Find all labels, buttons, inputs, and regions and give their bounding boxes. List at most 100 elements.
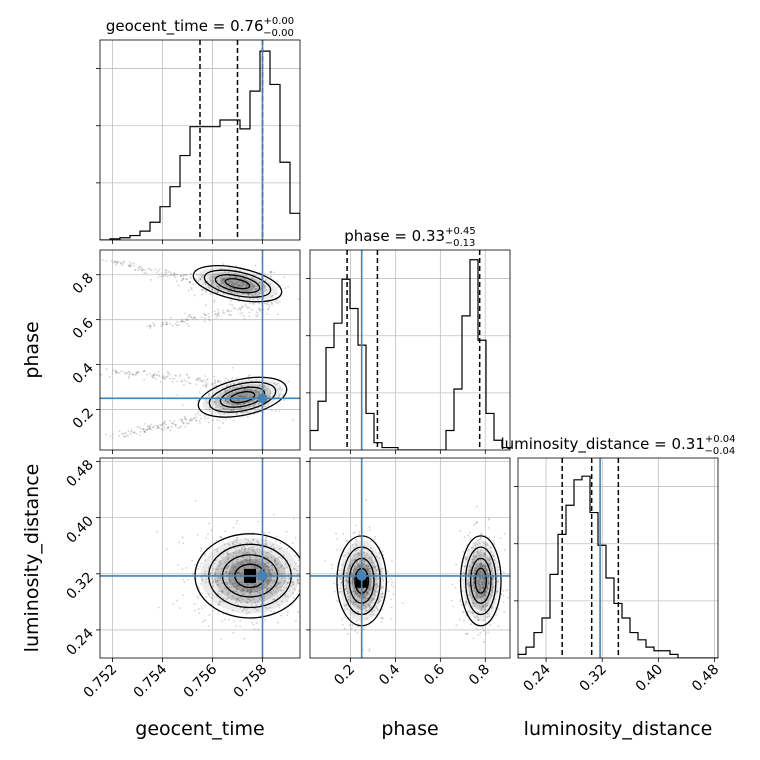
scatter-point	[225, 570, 228, 573]
scatter-point	[242, 416, 245, 418]
scatter-point	[302, 560, 304, 562]
scatter-point	[373, 614, 376, 617]
scatter-point	[240, 556, 243, 558]
scatter-point	[355, 549, 358, 552]
scatter-point	[122, 260, 125, 263]
scatter-point	[221, 582, 223, 585]
scatter-point	[264, 564, 267, 566]
scatter-point	[254, 567, 257, 569]
scatter-point	[357, 563, 360, 565]
scatter-point	[351, 582, 354, 585]
scatter-point	[237, 399, 240, 402]
scatter-point	[369, 614, 372, 616]
scatter-point	[253, 285, 256, 287]
scatter-point	[471, 584, 474, 587]
scatter-point	[158, 374, 161, 377]
scatter-point	[212, 568, 215, 571]
scatter-point	[169, 429, 172, 432]
scatter-point	[210, 382, 213, 385]
scatter-point	[259, 308, 261, 311]
scatter-point	[475, 576, 478, 579]
scatter-point	[248, 306, 251, 309]
scatter-point	[479, 586, 481, 589]
scatter-point	[469, 537, 472, 540]
scatter-point	[207, 625, 210, 628]
scatter-point	[239, 590, 242, 593]
scatter-point	[144, 269, 147, 271]
panel-border	[99, 39, 301, 241]
scatter-point	[243, 558, 246, 561]
scatter-point	[488, 557, 491, 560]
panel-title-geocent_time: geocent_time = 0.76+0.00 −0.00	[106, 16, 294, 39]
scatter-point	[265, 302, 268, 305]
scatter-point	[216, 285, 218, 288]
scatter-point	[233, 544, 235, 546]
scatter-point	[485, 565, 488, 567]
scatter-point	[266, 588, 269, 591]
scatter-point	[223, 288, 225, 290]
scatter-point	[191, 559, 194, 562]
y-tick-label: 0.8	[70, 270, 97, 297]
scatter-point	[135, 372, 138, 375]
scatter-point	[205, 578, 208, 581]
scatter-point	[146, 427, 149, 429]
scatter-point	[221, 279, 224, 282]
scatter-point	[244, 395, 247, 398]
scatter-point	[265, 581, 268, 584]
scatter-point	[268, 587, 271, 590]
scatter-point	[378, 597, 381, 600]
scatter-point	[369, 606, 371, 609]
scatter-point	[221, 620, 224, 623]
scatter-point	[259, 281, 262, 284]
scatter-point	[286, 595, 289, 598]
scatter-point	[493, 536, 496, 539]
scatter-point	[236, 539, 239, 542]
scatter-point	[180, 320, 183, 322]
y-tick-label: 0.24	[63, 625, 96, 658]
scatter-point	[346, 596, 349, 598]
scatter-point	[254, 567, 257, 570]
scatter-point	[182, 578, 185, 581]
scatter-point	[365, 568, 368, 570]
scatter-point	[270, 271, 273, 273]
scatter-point	[243, 637, 246, 640]
scatter-point	[212, 585, 215, 588]
scatter-point	[369, 547, 372, 550]
scatter-point	[194, 316, 196, 319]
scatter-point	[265, 289, 268, 292]
scatter-point	[228, 572, 231, 575]
scatter-point	[476, 615, 478, 618]
scatter-point	[221, 591, 224, 594]
scatter-point	[487, 580, 490, 583]
scatter-point	[212, 609, 215, 612]
scatter-point	[264, 568, 266, 571]
scatter-point	[365, 609, 368, 612]
scatter-point	[473, 524, 476, 526]
scatter-point	[189, 313, 192, 316]
scatter-point	[250, 308, 253, 311]
scatter-point	[216, 603, 219, 606]
scatter-point	[482, 580, 485, 583]
scatter-point	[200, 562, 203, 565]
scatter-point	[351, 603, 354, 606]
scatter-point	[500, 592, 503, 595]
scatter-point	[254, 287, 257, 290]
scatter-point	[258, 391, 260, 394]
y-tick-label: 0.32	[63, 569, 96, 602]
scatter-point	[272, 610, 275, 613]
scatter-point	[189, 281, 191, 284]
scatter-point	[236, 399, 238, 402]
scatter-point	[238, 571, 241, 574]
scatter-point	[149, 426, 152, 428]
scatter-point	[204, 415, 206, 418]
scatter-point	[256, 311, 258, 314]
scatter-point	[245, 538, 247, 541]
scatter-point	[102, 258, 104, 261]
scatter-point	[478, 538, 481, 541]
scatter-point	[269, 576, 272, 579]
scatter-point	[488, 604, 491, 607]
scatter-point	[294, 620, 297, 622]
scatter-point	[270, 296, 273, 298]
scatter-point	[231, 542, 234, 545]
scatter-point	[235, 265, 238, 267]
